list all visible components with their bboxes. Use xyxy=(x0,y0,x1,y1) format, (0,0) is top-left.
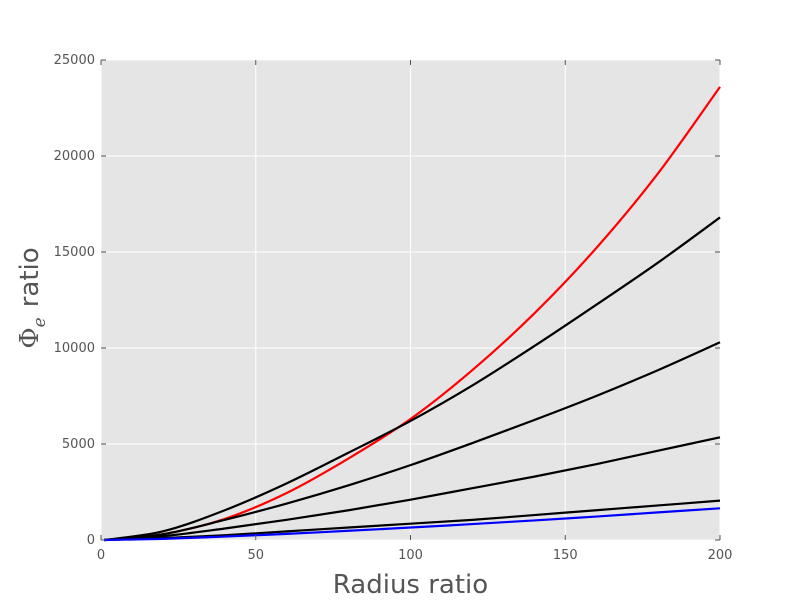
y-tick-label: 5000 xyxy=(62,437,95,452)
y-axis-label-subscript: e xyxy=(30,317,50,327)
tick-marks xyxy=(100,59,721,541)
series-line-6 xyxy=(104,507,721,542)
series-line-3 xyxy=(103,341,721,542)
y-axis-label-symbol: Φ xyxy=(15,327,45,348)
x-tick-label: 100 xyxy=(398,548,423,563)
series-line-5 xyxy=(104,499,721,542)
y-axis-label: Φe ratio xyxy=(15,247,50,348)
y-tick-labels: 0 5000 10000 15000 20000 25000 xyxy=(54,53,95,548)
x-tick-label: 150 xyxy=(553,548,578,563)
x-tick-label: 50 xyxy=(247,548,264,563)
x-axis-label: Radius ratio xyxy=(333,570,488,600)
y-tick-label: 10000 xyxy=(54,341,95,356)
x-tick-label: 200 xyxy=(708,548,733,563)
y-tick-label: 25000 xyxy=(54,53,95,68)
y-tick-label: 20000 xyxy=(54,149,95,164)
y-tick-label: 15000 xyxy=(54,245,95,260)
series-group xyxy=(103,86,721,542)
x-tick-label: 0 xyxy=(97,548,105,563)
y-axis-label-text: ratio xyxy=(15,247,45,307)
y-tick-label: 0 xyxy=(87,533,95,548)
series-line-2 xyxy=(103,216,721,542)
x-tick-labels: 0 50 100 150 200 xyxy=(97,548,733,563)
series-line-4 xyxy=(104,436,721,542)
